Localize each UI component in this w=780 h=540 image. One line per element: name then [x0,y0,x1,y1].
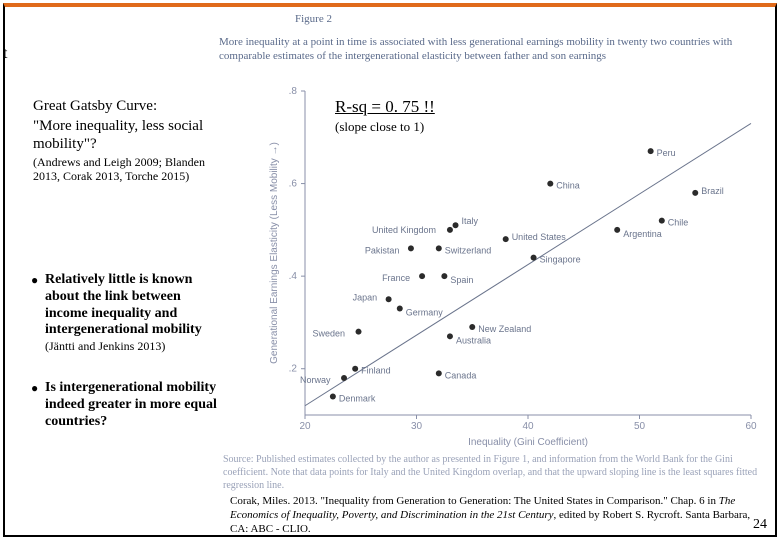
figure-caption: More inequality at a point in time is as… [219,35,759,64]
svg-text:.6: .6 [289,179,298,190]
stray-char: t [3,45,7,63]
svg-text:United States: United States [512,232,567,242]
svg-text:30: 30 [411,421,423,432]
svg-text:40: 40 [522,421,534,432]
svg-text:Canada: Canada [445,370,477,380]
citation-text: Corak, Miles. 2013. "Inequality from Gen… [230,495,760,536]
figure-label: Figure 2 [295,13,332,25]
svg-text:China: China [556,181,580,191]
svg-text:Germany: Germany [406,308,444,318]
gatsby-citations: (Andrews and Leigh 2009; Blanden 2013, C… [33,155,218,184]
gatsby-title-line1: Great Gatsby Curve: [33,97,218,115]
svg-text:.8: .8 [289,86,298,97]
svg-text:Brazil: Brazil [701,186,724,196]
svg-text:Singapore: Singapore [540,255,581,265]
svg-text:New Zealand: New Zealand [478,324,531,334]
left-heading-block: Great Gatsby Curve: "More inequality, le… [33,97,218,184]
svg-text:Italy: Italy [462,216,479,226]
svg-text:Japan: Japan [353,292,378,302]
svg-text:60: 60 [745,421,757,432]
svg-text:Pakistan: Pakistan [365,245,400,255]
svg-text:Spain: Spain [450,275,473,285]
svg-text:Argentina: Argentina [623,229,662,239]
svg-text:50: 50 [634,421,646,432]
gatsby-title-line2: "More inequality, less social mobility"? [33,117,218,153]
svg-text:20: 20 [299,421,311,432]
page-number: 24 [753,517,767,533]
svg-text:Norway: Norway [300,375,331,385]
bullet-2: Is intergenerational mobility indeed gre… [33,380,218,430]
svg-text:Switzerland: Switzerland [445,245,492,255]
bullet-list: Relatively little is known about the lin… [33,272,218,454]
svg-text:Chile: Chile [668,218,689,228]
bullet-2-text: Is intergenerational mobility indeed gre… [45,380,217,429]
svg-text:Denmark: Denmark [339,393,376,403]
bullet-1: Relatively little is known about the lin… [33,272,218,356]
source-note: Source: Published estimates collected by… [223,453,763,492]
svg-text:Finland: Finland [361,366,391,376]
svg-text:United Kingdom: United Kingdom [372,225,436,235]
rsq-annotation: R-sq = 0. 75 !! [335,97,435,117]
svg-text:Generational Earnings Elastici: Generational Earnings Elasticity (Less M… [269,142,280,364]
slope-annotation: (slope close to 1) [335,119,424,135]
svg-text:Sweden: Sweden [313,329,346,339]
citation-author: Corak, Miles. 2013. "Inequality from Gen… [230,495,719,507]
svg-text:Inequality (Gini Coefficient): Inequality (Gini Coefficient) [468,437,588,448]
bullet-1-cite: (Jäntti and Jenkins 2013) [45,339,165,353]
svg-text:.4: .4 [289,271,298,282]
svg-text:France: France [382,273,410,283]
svg-text:Peru: Peru [657,148,676,158]
svg-text:.2: .2 [289,364,298,375]
svg-text:Australia: Australia [456,335,491,345]
bullet-1-text: Relatively little is known about the lin… [45,272,202,337]
slide-frame: t Figure 2 More inequality at a point in… [3,3,777,537]
